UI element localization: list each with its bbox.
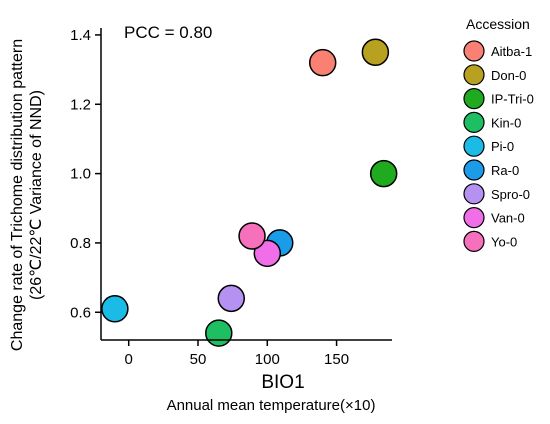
legend-title: Accession xyxy=(466,16,530,32)
legend-label-yo-0: Yo-0 xyxy=(491,234,517,249)
data-points xyxy=(101,38,398,347)
legend-marker-ip-tri-0 xyxy=(463,87,485,110)
x-tick-label: 0 xyxy=(125,351,133,368)
y-axis-ticks: 0.6 0.8 1.0 1.2 1.4 xyxy=(70,27,101,321)
x-axis-ticks: 0 50 100 150 xyxy=(125,340,349,368)
y-axis-label-line1: Change rate of Trichome distribution pat… xyxy=(9,39,26,351)
legend-label-ip-tri-0: IP-Tri-0 xyxy=(491,92,534,107)
y-tick-label: 1.2 xyxy=(70,96,91,113)
legend-label-pi-0: Pi-0 xyxy=(491,139,514,154)
data-point-aitba-1 xyxy=(308,48,337,77)
x-tick-label: 150 xyxy=(324,351,349,368)
data-point-yo-0 xyxy=(238,222,266,250)
x-tick-label: 100 xyxy=(255,351,280,368)
data-point-pi-0 xyxy=(101,295,129,323)
legend-label-spro-0: Spro-0 xyxy=(491,187,530,202)
data-point-spro-0 xyxy=(217,284,246,313)
legend-marker-aitba-1 xyxy=(463,40,485,62)
legend-marker-spro-0 xyxy=(463,183,485,205)
y-tick-label: 0.6 xyxy=(70,304,91,321)
legend-marker-kin-0 xyxy=(463,111,485,134)
axes: 0 50 100 150 0.6 0.8 1.0 1.2 1.4 xyxy=(70,27,392,368)
legend-label-don-0: Don-0 xyxy=(491,68,526,83)
data-point-ip-tri-0 xyxy=(369,159,398,188)
legend-label-aitba-1: Aitba-1 xyxy=(491,44,532,59)
legend-label-van-0: Van-0 xyxy=(491,211,525,226)
y-axis-label-line2: (26℃/22℃ Variance of NND) xyxy=(28,90,45,300)
data-point-don-0 xyxy=(361,38,390,67)
y-tick-label: 1.0 xyxy=(70,166,91,183)
legend-marker-don-0 xyxy=(463,64,485,86)
legend: Accession Aitba-1 Don-0 IP-Tri-0 Kin-0 Pi-0 R… xyxy=(463,16,534,252)
x-axis-label: BIO1 xyxy=(261,372,304,393)
data-point-kin-0 xyxy=(205,319,233,347)
y-tick-label: 0.8 xyxy=(70,235,91,252)
data-point-van-0 xyxy=(253,239,282,268)
y-tick-label: 1.4 xyxy=(70,27,91,44)
legend-marker-ra-0 xyxy=(463,159,485,181)
legend-marker-van-0 xyxy=(463,207,485,229)
legend-label-kin-0: Kin-0 xyxy=(491,115,521,130)
pcc-annotation: PCC = 0.80 xyxy=(124,23,212,42)
legend-marker-pi-0 xyxy=(463,135,485,157)
legend-marker-yo-0 xyxy=(463,230,485,252)
legend-label-ra-0: Ra-0 xyxy=(491,163,519,178)
x-axis-sublabel: Annual mean temperature(×10) xyxy=(167,397,376,414)
x-tick-label: 50 xyxy=(190,351,207,368)
